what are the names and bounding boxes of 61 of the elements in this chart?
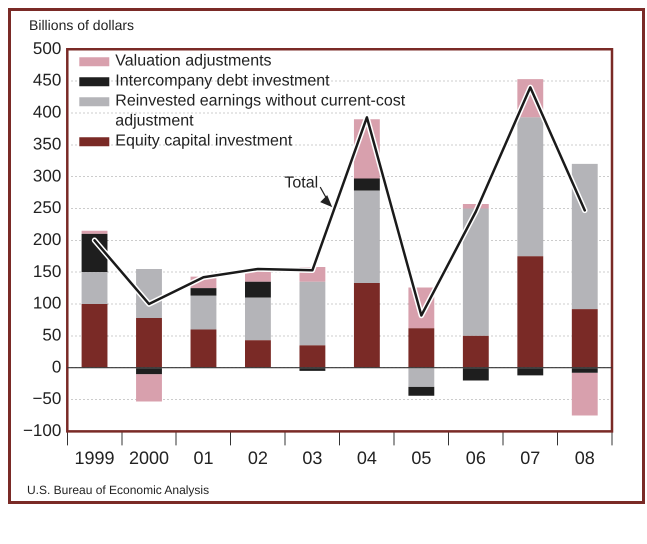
x-tick-label: 08 xyxy=(574,448,595,468)
x-tick-label: 02 xyxy=(248,448,268,468)
x-tick-label: 1999 xyxy=(74,448,115,468)
bar xyxy=(136,318,162,368)
y-tick-label: 500 xyxy=(32,38,62,58)
bar xyxy=(572,164,598,310)
y-tick-label: 100 xyxy=(32,294,62,313)
bar xyxy=(408,368,434,387)
bar xyxy=(354,178,380,191)
series-label: Total xyxy=(284,174,318,192)
bar xyxy=(136,374,162,402)
legend-label: Equity capital investment xyxy=(115,132,293,150)
bar xyxy=(517,117,544,256)
x-tick-label: 06 xyxy=(466,448,486,468)
bar xyxy=(136,368,162,374)
y-tick-label: −50 xyxy=(32,389,62,408)
x-tick-label: 03 xyxy=(302,448,322,468)
bar xyxy=(572,372,598,416)
y-tick-label: 50 xyxy=(42,326,62,345)
y-tick-label: 250 xyxy=(32,198,62,218)
y-tick-label: 450 xyxy=(32,70,62,90)
bar xyxy=(354,190,380,283)
bar xyxy=(408,328,434,368)
bar xyxy=(82,272,108,304)
text: U.S. Bureau of Economic Analysis xyxy=(27,483,210,497)
x-tick-label: 2000 xyxy=(128,448,170,468)
bar xyxy=(190,296,216,330)
y-axis-title: Billions of dollars xyxy=(29,17,136,33)
bar xyxy=(462,368,489,380)
bar xyxy=(190,329,216,368)
legend-label: Reinvested earnings without current-cost adjustment xyxy=(115,92,406,130)
bar xyxy=(462,208,489,336)
bar xyxy=(517,368,544,376)
bar xyxy=(572,368,598,373)
y-tick-label: 400 xyxy=(32,102,62,122)
y-tick-label: 350 xyxy=(32,134,62,154)
x-tick-label: 07 xyxy=(520,448,540,468)
x-tick-label: 04 xyxy=(356,448,377,468)
bar xyxy=(572,309,598,368)
y-tick-label: −100 xyxy=(22,421,62,440)
bar xyxy=(82,304,108,368)
y-tick-label: 150 xyxy=(32,262,62,281)
bar xyxy=(245,282,271,298)
bar xyxy=(82,230,108,234)
y-tick-label: 300 xyxy=(32,166,62,186)
bar xyxy=(408,386,434,396)
bar xyxy=(190,288,216,296)
bar xyxy=(462,336,489,368)
bar xyxy=(299,345,326,368)
bar xyxy=(245,340,271,368)
legend-label: Intercompany debt investment xyxy=(115,72,330,90)
bar xyxy=(517,256,544,368)
bar xyxy=(245,298,271,340)
x-tick-label: 05 xyxy=(411,448,432,468)
bar xyxy=(354,282,380,368)
bar xyxy=(299,282,326,346)
bar xyxy=(299,368,326,371)
x-tick-label: 01 xyxy=(193,448,214,468)
legend-label: Valuation adjustments xyxy=(115,52,272,70)
y-tick-label: 200 xyxy=(32,230,62,249)
y-tick-label: 0 xyxy=(52,357,62,376)
